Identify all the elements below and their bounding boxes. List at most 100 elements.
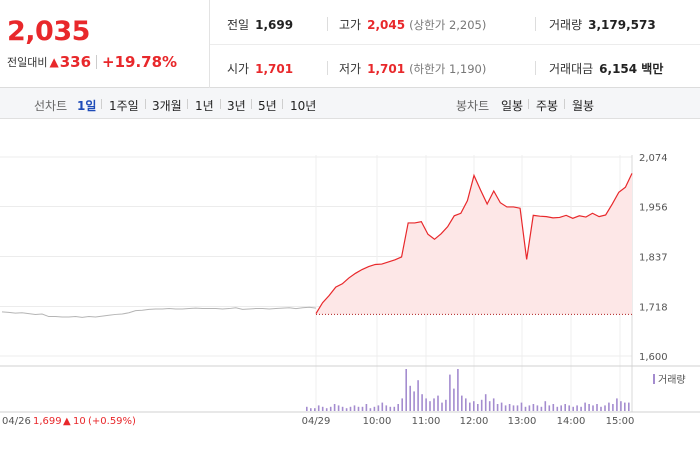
volume-bar xyxy=(496,404,499,411)
prev-day-close: 1,699 xyxy=(33,416,62,427)
price-area-fill xyxy=(316,173,632,315)
candle-tab-daily[interactable]: 일봉 xyxy=(501,99,524,113)
volume-bar xyxy=(461,395,463,411)
upper-limit-note: (상한가 2,205) xyxy=(409,18,487,32)
volume-bar xyxy=(357,406,360,411)
volume-bar xyxy=(417,380,419,411)
volume-bar xyxy=(560,405,562,411)
volume-bar xyxy=(528,405,531,411)
open-label: 시가 xyxy=(227,62,250,76)
period-tab-3m[interactable]: 3개월 xyxy=(152,99,182,113)
x-tick-label: 04/29 xyxy=(302,416,331,427)
volume-bar xyxy=(469,402,471,411)
volume-bar xyxy=(564,404,566,411)
divider xyxy=(535,61,536,75)
open-value: 1,701 xyxy=(255,62,294,76)
volume-bar xyxy=(596,404,598,411)
divider xyxy=(187,99,188,109)
volume-stat: 거래량 3,179,573 xyxy=(549,16,656,33)
y-tick-label: 1,600 xyxy=(639,352,668,363)
volume-bar xyxy=(584,402,586,411)
period-tab-10y[interactable]: 10년 xyxy=(290,99,317,113)
y-tick-label: 1,718 xyxy=(639,302,668,313)
divider xyxy=(220,99,221,109)
volume-bar xyxy=(361,406,364,411)
volume-bar xyxy=(580,406,582,411)
volume-bar xyxy=(544,401,547,411)
divider xyxy=(535,17,536,31)
volume-bar xyxy=(317,405,320,411)
low-label: 저가 xyxy=(339,62,362,76)
volume-bar xyxy=(325,408,328,411)
divider xyxy=(101,99,102,109)
volume-bar xyxy=(536,405,539,411)
volume-bar xyxy=(592,405,594,411)
volume-bar xyxy=(405,369,407,411)
period-tab-3y[interactable]: 3년 xyxy=(227,99,246,113)
candle-tab-weekly[interactable]: 주봉 xyxy=(536,99,559,113)
price-box: 2,035 전일대비 ▲ 336 +19.78% xyxy=(0,0,210,88)
volume-bar xyxy=(556,406,559,411)
volume-bar xyxy=(393,406,396,411)
volume-bar xyxy=(524,406,527,411)
high-value: 2,045 xyxy=(367,18,406,32)
volume-bar xyxy=(548,405,551,411)
volume-bar xyxy=(608,402,610,411)
volume-bar xyxy=(449,374,451,411)
period-tab-5y[interactable]: 5년 xyxy=(258,99,277,113)
volume-value: 3,179,573 xyxy=(588,18,656,32)
change-amount: 336 xyxy=(59,53,92,71)
volume-bar xyxy=(321,406,324,411)
volume-bar xyxy=(445,399,447,411)
low-stat: 저가 1,701 (하한가 1,190) xyxy=(339,60,486,77)
change-percent: +19.78% xyxy=(102,53,178,71)
volume-bar xyxy=(413,391,415,411)
x-tick-label: 12:00 xyxy=(460,416,489,427)
change-summary: 전일대비 ▲ 336 +19.78% xyxy=(7,53,177,71)
volume-bar xyxy=(381,402,384,411)
volume-bar xyxy=(425,398,427,411)
up-arrow-icon: ▲ xyxy=(49,55,59,69)
volume-bar xyxy=(516,405,519,411)
candle-tab-monthly[interactable]: 월봉 xyxy=(572,99,595,113)
high-label: 고가 xyxy=(339,18,362,32)
volume-legend-swatch xyxy=(653,374,655,384)
volume-bar xyxy=(624,402,626,411)
y-tick-label: 1,837 xyxy=(639,253,668,264)
volume-bar xyxy=(365,404,368,411)
lower-limit-note: (하한가 1,190) xyxy=(409,62,487,76)
trade-value-value: 6,154 백만 xyxy=(599,62,664,76)
quote-panel: 2,035 전일대비 ▲ 336 +19.78% 전일 1,699 고가 2,0… xyxy=(0,0,700,88)
candle-chart-label: 봉차트 xyxy=(456,99,490,113)
volume-bar xyxy=(397,404,399,411)
price-chart[interactable]: 2,074 1,956 1,837 1,718 1,600 04/29 10:00 11:0… xyxy=(0,120,700,450)
volume-bar xyxy=(457,369,459,411)
volume-bar xyxy=(532,404,535,411)
volume-bar xyxy=(612,404,614,411)
prev-day-change: 10 xyxy=(73,416,86,427)
volume-bar xyxy=(333,404,336,411)
period-tab-1d[interactable]: 1일 xyxy=(77,99,97,113)
x-tick-label: 14:00 xyxy=(557,416,586,427)
volume-bar xyxy=(389,406,392,411)
divider xyxy=(564,99,565,109)
volume-bar xyxy=(353,405,356,411)
volume-bar xyxy=(421,394,423,411)
prev-close-stat: 전일 1,699 xyxy=(227,16,293,33)
volume-bar xyxy=(409,385,411,411)
y-tick-label: 1,956 xyxy=(639,203,668,214)
volume-bar xyxy=(429,401,431,411)
y-axis-labels: 2,074 1,956 1,837 1,718 1,600 xyxy=(639,153,668,363)
volume-bar xyxy=(488,401,491,411)
volume-bar xyxy=(508,404,511,411)
volume-bar xyxy=(600,406,602,411)
period-tab-1w[interactable]: 1주일 xyxy=(109,99,139,113)
volume-bar xyxy=(492,398,495,411)
divider xyxy=(327,61,328,75)
x-tick-label: 11:00 xyxy=(412,416,441,427)
divider xyxy=(210,44,700,45)
volume-bar xyxy=(306,406,308,411)
prev-close-label: 전일 xyxy=(227,18,250,32)
change-label: 전일대비 xyxy=(7,56,48,69)
period-tab-1y[interactable]: 1년 xyxy=(195,99,214,113)
